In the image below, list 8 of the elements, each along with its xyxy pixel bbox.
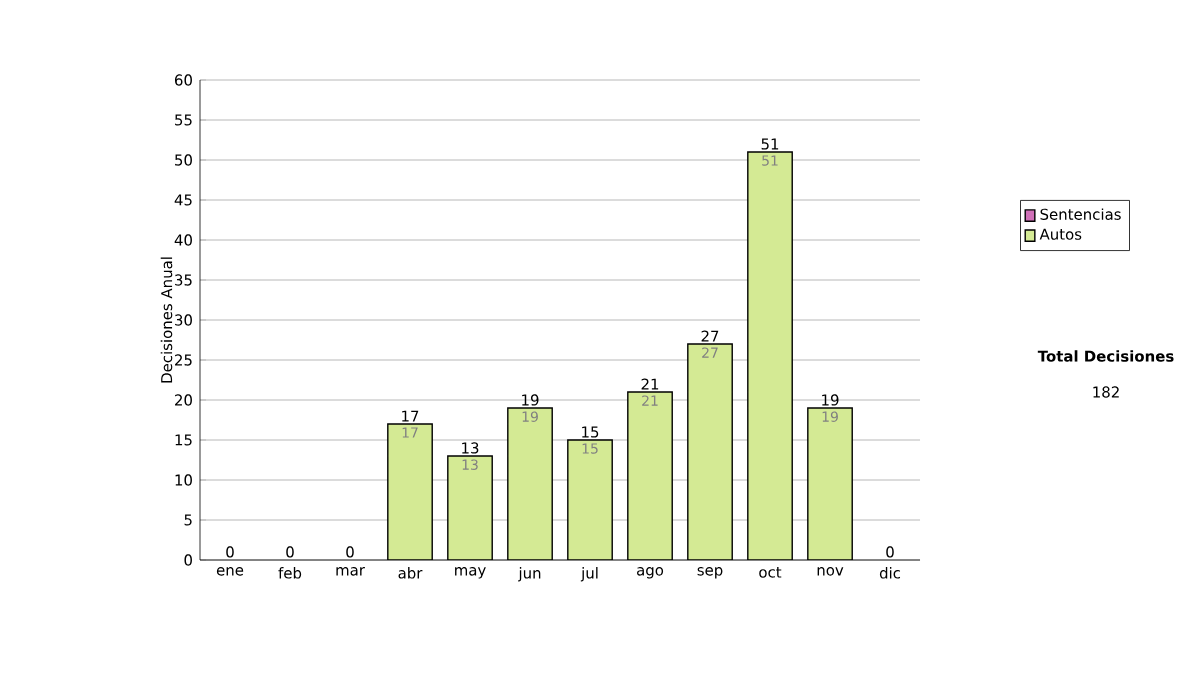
bar [627, 391, 673, 560]
bar [387, 423, 433, 560]
bar [567, 439, 613, 560]
bar [807, 407, 853, 560]
bar [687, 343, 733, 560]
bar [747, 151, 793, 560]
bar [447, 455, 493, 560]
bar [507, 407, 553, 560]
